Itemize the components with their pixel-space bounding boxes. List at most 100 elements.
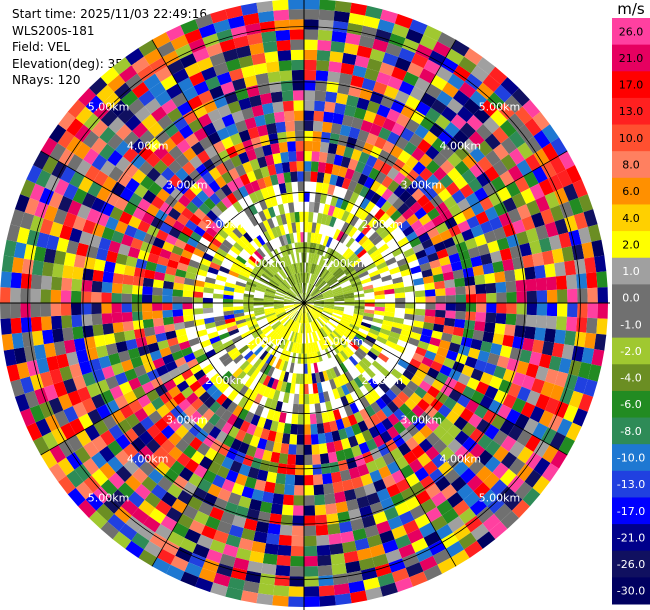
velocity-gate: [81, 291, 92, 303]
velocity-gate: [318, 585, 335, 597]
velocity-gate: [195, 416, 209, 429]
velocity-gate: [316, 172, 325, 183]
colorbar-unit: m/s: [617, 0, 645, 18]
velocity-gate: [202, 99, 218, 114]
velocity-gate: [288, 9, 304, 20]
velocity-gate: [93, 486, 111, 504]
velocity-gate: [357, 173, 369, 186]
colorbar-swatch: [612, 550, 650, 578]
velocity-gate: [327, 205, 336, 217]
velocity-gate: [364, 393, 376, 405]
velocity-gate: [125, 48, 144, 66]
velocity-gate: [304, 110, 315, 121]
velocity-gate: [291, 525, 304, 537]
velocity-gate: [323, 308, 334, 313]
velocity-gate: [498, 212, 513, 227]
velocity-gate: [317, 244, 323, 255]
velocity-gate: [347, 414, 358, 426]
velocity-gate: [365, 132, 379, 146]
velocity-gate: [409, 358, 422, 369]
velocity-gate: [207, 266, 219, 275]
velocity-gate: [266, 409, 276, 421]
velocity-gate: [227, 389, 239, 402]
velocity-gate: [202, 307, 214, 314]
velocity-gate: [294, 303, 304, 307]
velocity-gate: [310, 434, 319, 445]
velocity-gate: [343, 264, 354, 274]
velocity-gate: [191, 195, 204, 209]
velocity-gate: [376, 488, 391, 502]
velocity-gate: [315, 222, 321, 234]
velocity-gate: [304, 191, 310, 202]
velocity-gate: [431, 379, 445, 392]
velocity-gate: [304, 39, 318, 50]
velocity-gate: [81, 303, 92, 315]
velocity-gate: [274, 308, 285, 313]
velocity-gate: [105, 375, 119, 390]
velocity-gate: [331, 164, 341, 176]
velocity-gate: [324, 304, 335, 307]
velocity-gate: [227, 577, 245, 591]
velocity-gate: [20, 288, 31, 303]
velocity-gate: [394, 379, 407, 392]
velocity-gate: [150, 376, 164, 390]
velocity-gate: [525, 227, 539, 243]
velocity-gate: [508, 457, 526, 476]
velocity-gate: [319, 245, 326, 256]
velocity-gate: [276, 421, 285, 434]
velocity-gate: [564, 260, 577, 276]
velocity-gate: [233, 417, 245, 430]
velocity-gate: [335, 144, 346, 157]
velocity-gate: [435, 391, 449, 405]
velocity-gate: [250, 180, 261, 192]
velocity-gate: [405, 182, 419, 196]
velocity-gate: [221, 422, 234, 435]
colorbar-swatch: [612, 417, 650, 445]
velocity-gate: [170, 130, 185, 146]
velocity-gate: [495, 313, 507, 325]
velocity-gate: [304, 171, 311, 182]
velocity-gate: [383, 284, 395, 291]
velocity-gate: [355, 363, 365, 374]
velocity-gate: [91, 154, 108, 171]
velocity-gate: [264, 269, 274, 278]
velocity-gate: [159, 201, 173, 215]
velocity-gate: [386, 221, 399, 233]
velocity-gate: [100, 66, 120, 85]
velocity-gate: [345, 560, 361, 574]
velocity-gate: [206, 549, 223, 564]
velocity-gate: [123, 265, 136, 277]
velocity-gate: [310, 310, 317, 320]
velocity-gate: [432, 273, 445, 283]
velocity-gate: [406, 169, 420, 183]
velocity-gate: [529, 406, 545, 423]
velocity-gate: [270, 451, 281, 464]
velocity-gate: [272, 275, 282, 284]
velocity-gate: [242, 580, 260, 594]
velocity-gate: [289, 161, 298, 172]
velocity-gate: [439, 229, 453, 242]
velocity-gate: [300, 323, 303, 334]
velocity-gate: [124, 224, 138, 238]
velocity-gate: [0, 287, 11, 303]
velocity-gate: [246, 508, 260, 522]
velocity-gate: [217, 443, 231, 457]
velocity-gate: [272, 595, 289, 607]
velocity-gate: [92, 368, 106, 383]
velocity-gate: [334, 328, 344, 337]
velocity-gate: [271, 277, 281, 286]
velocity-gate: [542, 142, 559, 162]
velocity-gate: [377, 443, 391, 457]
velocity-gate: [258, 221, 268, 233]
velocity-gate: [224, 501, 239, 515]
velocity-gate: [334, 296, 345, 300]
velocity-gate: [387, 515, 403, 530]
velocity-gate: [362, 284, 374, 291]
velocity-gate: [261, 325, 272, 333]
velocity-gate: [58, 195, 73, 213]
velocity-gate: [320, 256, 327, 267]
velocity-gate: [377, 352, 389, 363]
velocity-gate: [348, 580, 366, 594]
velocity-gate: [220, 81, 236, 95]
velocity-gate: [304, 293, 308, 303]
